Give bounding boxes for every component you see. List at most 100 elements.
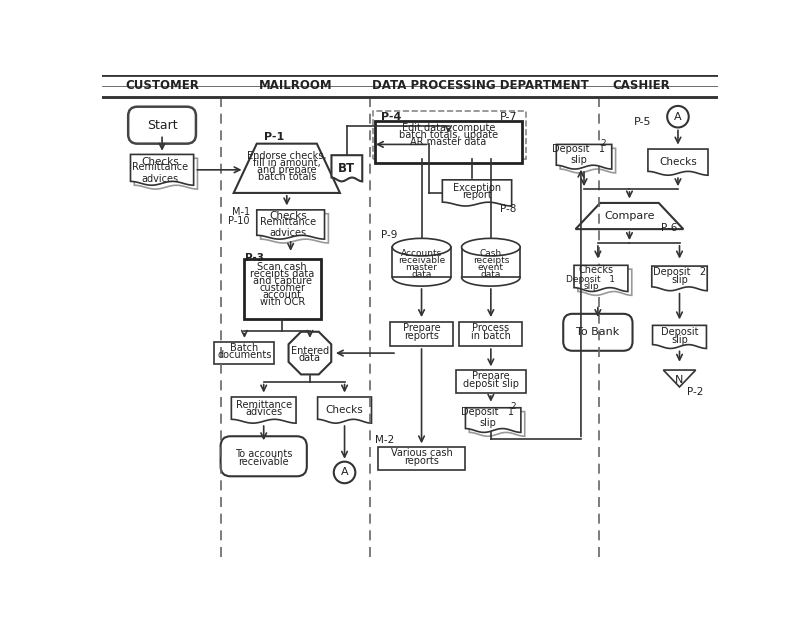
Text: reports: reports [404, 331, 439, 341]
Text: Remittance
advices: Remittance advices [132, 162, 188, 183]
Text: Deposit   1: Deposit 1 [462, 408, 514, 418]
Text: P-2: P-2 [686, 387, 703, 397]
Text: slip: slip [671, 335, 688, 345]
Polygon shape [130, 155, 194, 185]
Text: A: A [341, 468, 348, 478]
Bar [244, 259, 321, 319]
Text: slip: slip [479, 418, 496, 428]
Polygon shape [574, 265, 628, 292]
Text: Various cash: Various cash [390, 448, 453, 458]
Text: Deposit: Deposit [661, 327, 698, 337]
Text: P-7: P-7 [500, 113, 518, 123]
Polygon shape [663, 370, 696, 387]
Text: receivable: receivable [238, 456, 289, 466]
Text: P-8: P-8 [500, 204, 517, 214]
Text: 2: 2 [601, 139, 606, 148]
Text: slip: slip [583, 282, 598, 291]
Polygon shape [331, 155, 362, 182]
Polygon shape [648, 149, 708, 175]
Text: Checks: Checks [578, 265, 613, 275]
Polygon shape [231, 397, 296, 423]
Text: and capture: and capture [253, 275, 312, 285]
Text: Deposit   2: Deposit 2 [653, 267, 706, 277]
Polygon shape [134, 158, 198, 189]
Text: with OCR: with OCR [259, 297, 305, 307]
Polygon shape [289, 332, 331, 374]
Polygon shape [556, 145, 612, 169]
Text: Deposit   1: Deposit 1 [566, 275, 615, 284]
Bar [459, 322, 522, 346]
Text: AR master data: AR master data [410, 137, 486, 147]
Text: P-4: P-4 [382, 113, 402, 123]
Polygon shape [392, 247, 451, 277]
Polygon shape [257, 210, 325, 239]
Text: documents: documents [218, 350, 272, 359]
Text: Scan cash: Scan cash [258, 262, 307, 272]
Text: deposit slip: deposit slip [463, 379, 519, 389]
Polygon shape [261, 213, 328, 243]
Bar [214, 342, 274, 364]
Polygon shape [578, 269, 632, 295]
Polygon shape [470, 412, 525, 436]
Text: Prepare: Prepare [402, 324, 440, 334]
Text: To accounts: To accounts [235, 449, 292, 459]
Text: master: master [406, 263, 438, 272]
Text: customer: customer [259, 283, 305, 292]
Polygon shape [653, 326, 706, 349]
Text: Checks: Checks [270, 211, 307, 221]
Text: To Bank: To Bank [576, 327, 619, 337]
Text: Checks: Checks [141, 157, 178, 167]
Text: M-1: M-1 [232, 207, 250, 217]
Text: advices: advices [245, 408, 282, 418]
Bar [456, 370, 526, 393]
Polygon shape [234, 143, 340, 193]
Text: event: event [478, 263, 504, 272]
Text: Remittance: Remittance [236, 399, 292, 409]
Text: Accounts: Accounts [401, 249, 442, 259]
Text: P-1: P-1 [264, 133, 285, 143]
Text: batch totals, update: batch totals, update [399, 130, 498, 140]
Polygon shape [652, 266, 707, 290]
Text: slip: slip [671, 275, 688, 285]
Text: receipts: receipts [473, 256, 509, 265]
Text: Start: Start [146, 119, 178, 131]
Text: N: N [675, 375, 684, 385]
Text: 2: 2 [510, 402, 516, 411]
Text: Edit data, compute: Edit data, compute [402, 123, 495, 133]
Text: BT: BT [338, 162, 355, 175]
Bar [390, 322, 453, 346]
Ellipse shape [392, 239, 451, 256]
Text: data: data [299, 352, 321, 362]
Text: reports: reports [404, 456, 439, 466]
Polygon shape [462, 247, 520, 277]
Polygon shape [466, 408, 521, 433]
Bar [378, 447, 465, 470]
Text: data: data [411, 270, 432, 279]
Polygon shape [442, 180, 512, 206]
Text: Endorse checks,: Endorse checks, [247, 151, 326, 161]
Text: and prepare: and prepare [257, 165, 317, 175]
Polygon shape [575, 203, 683, 229]
Text: P-6: P-6 [662, 223, 678, 233]
Text: Checks: Checks [659, 157, 697, 167]
Text: Exception: Exception [453, 183, 501, 193]
Text: Cash: Cash [480, 249, 502, 259]
Text: report: report [462, 190, 492, 200]
Text: Entered: Entered [291, 346, 329, 356]
Text: fill in amount,: fill in amount, [253, 158, 321, 168]
Text: P-10: P-10 [228, 215, 250, 225]
Text: CUSTOMER: CUSTOMER [125, 79, 199, 91]
Ellipse shape [462, 239, 520, 256]
FancyBboxPatch shape [128, 106, 196, 143]
Text: receivable: receivable [398, 256, 445, 265]
Bar [373, 111, 526, 159]
Text: A: A [674, 111, 682, 121]
Text: P-9: P-9 [381, 230, 398, 240]
Text: Process: Process [472, 324, 510, 334]
Circle shape [667, 106, 689, 128]
Bar [374, 121, 522, 163]
Text: DATA PROCESSING DEPARTMENT: DATA PROCESSING DEPARTMENT [373, 79, 590, 91]
Text: Compare: Compare [604, 211, 654, 221]
Text: receipts data: receipts data [250, 269, 314, 279]
Text: Remittance
advices: Remittance advices [260, 217, 317, 239]
